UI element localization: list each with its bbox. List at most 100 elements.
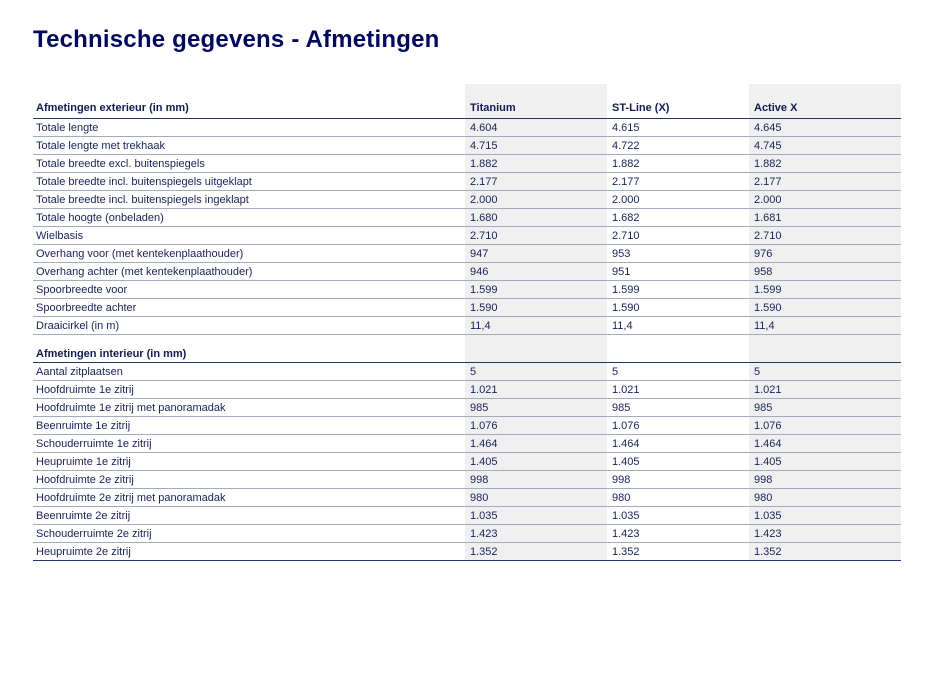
- spacer-cell: [749, 334, 901, 345]
- row-value: 1.464: [465, 434, 607, 453]
- row-value: 1.882: [749, 154, 901, 173]
- row-value: 4.645: [749, 118, 901, 137]
- table-row: Spoorbreedte achter 1.590 1.590 1.590: [33, 298, 901, 317]
- row-value: 1.021: [465, 380, 607, 399]
- row-label: Heupruimte 1e zitrij: [33, 452, 465, 471]
- page-title: Technische gegevens - Afmetingen: [33, 26, 440, 53]
- row-value: 1.035: [607, 506, 749, 525]
- column-header: ST-Line (X): [607, 84, 749, 119]
- row-label: Totale breedte incl. buitenspiegels inge…: [33, 190, 465, 209]
- table-row: Heupruimte 1e zitrij 1.405 1.405 1.405: [33, 452, 901, 471]
- row-value: 947: [465, 244, 607, 263]
- section-header-empty-cell: [749, 345, 901, 363]
- row-value: 5: [607, 362, 749, 381]
- row-label: Spoorbreedte achter: [33, 298, 465, 317]
- row-value: 1.590: [749, 298, 901, 317]
- table-row: Totale lengte met trekhaak 4.715 4.722 4.74…: [33, 136, 901, 155]
- spacer-cell: [465, 334, 607, 345]
- row-value: 980: [465, 488, 607, 507]
- row-value: 4.722: [607, 136, 749, 155]
- row-label: Aantal zitplaatsen: [33, 362, 465, 381]
- section-header-label: Afmetingen interieur (in mm): [33, 345, 465, 363]
- row-value: 1.076: [465, 416, 607, 435]
- section-spacer-row: [33, 334, 901, 346]
- row-value: 1.035: [465, 506, 607, 525]
- row-value: 1.021: [607, 380, 749, 399]
- row-label: Totale breedte excl. buitenspiegels: [33, 154, 465, 173]
- row-value: 2.177: [607, 172, 749, 191]
- row-label: Hoofdruimte 1e zitrij: [33, 380, 465, 399]
- row-label: Schouderruimte 1e zitrij: [33, 434, 465, 453]
- column-header: Titanium: [465, 84, 607, 119]
- table-row: Hoofdruimte 2e zitrij met panoramadak 980…: [33, 488, 901, 507]
- row-value: 980: [607, 488, 749, 507]
- row-label: Draaicirkel (in m): [33, 316, 465, 335]
- row-value: 1.599: [465, 280, 607, 299]
- row-value: 1.405: [607, 452, 749, 471]
- row-value: 985: [749, 398, 901, 417]
- table-row: Heupruimte 2e zitrij 1.352 1.352 1.352: [33, 542, 901, 561]
- row-value: 1.035: [749, 506, 901, 525]
- row-value: 2.177: [749, 172, 901, 191]
- specs-table: Afmetingen exterieur (in mm) Titanium ST-L…: [33, 84, 901, 561]
- table-row: Draaicirkel (in m) 11,4 11,4 11,4: [33, 316, 901, 335]
- row-value: 1.599: [607, 280, 749, 299]
- row-label: Hoofdruimte 2e zitrij: [33, 470, 465, 489]
- row-value: 1.464: [749, 434, 901, 453]
- row-value: 985: [607, 398, 749, 417]
- table-row: Totale breedte incl. buitenspiegels uitg…: [33, 172, 901, 191]
- row-value: 976: [749, 244, 901, 263]
- row-label: Overhang voor (met kentekenplaathouder): [33, 244, 465, 263]
- row-label: Spoorbreedte voor: [33, 280, 465, 299]
- row-value: 2.710: [607, 226, 749, 245]
- row-value: 1.590: [465, 298, 607, 317]
- row-label: Heupruimte 2e zitrij: [33, 542, 465, 561]
- row-label: Beenruimte 1e zitrij: [33, 416, 465, 435]
- table-row: Wielbasis 2.710 2.710 2.710: [33, 226, 901, 245]
- table-row: Aantal zitplaatsen 5 5 5: [33, 362, 901, 381]
- table-row: Schouderruimte 2e zitrij 1.423 1.423 1.423: [33, 524, 901, 543]
- row-label: Beenruimte 2e zitrij: [33, 506, 465, 525]
- row-value: 998: [749, 470, 901, 489]
- row-value: 980: [749, 488, 901, 507]
- row-label: Hoofdruimte 1e zitrij met panoramadak: [33, 398, 465, 417]
- row-label: Hoofdruimte 2e zitrij met panoramadak: [33, 488, 465, 507]
- row-value: 958: [749, 262, 901, 281]
- row-value: 1.599: [749, 280, 901, 299]
- row-value: 1.352: [749, 542, 901, 561]
- row-value: 4.745: [749, 136, 901, 155]
- row-label: Totale breedte incl. buitenspiegels uitg…: [33, 172, 465, 191]
- row-value: 5: [749, 362, 901, 381]
- spacer-cell: [33, 335, 465, 346]
- table-row: Schouderruimte 1e zitrij 1.464 1.464 1.464: [33, 434, 901, 453]
- row-value: 1.352: [465, 542, 607, 561]
- row-label: Totale hoogte (onbeladen): [33, 208, 465, 227]
- table-row: Overhang achter (met kentekenplaathouder…: [33, 262, 901, 281]
- row-value: 11,4: [607, 316, 749, 335]
- row-value: 998: [465, 470, 607, 489]
- table-row: Hoofdruimte 1e zitrij met panoramadak 985…: [33, 398, 901, 417]
- row-value: 1.423: [465, 524, 607, 543]
- table-row: Beenruimte 1e zitrij 1.076 1.076 1.076: [33, 416, 901, 435]
- row-value: 951: [607, 262, 749, 281]
- row-label: Totale lengte met trekhaak: [33, 136, 465, 155]
- row-value: 946: [465, 262, 607, 281]
- section-header-empty-cell: [607, 345, 749, 363]
- row-value: 1.076: [749, 416, 901, 435]
- row-value: 1.882: [465, 154, 607, 173]
- row-value: 4.615: [607, 118, 749, 137]
- row-value: 1.464: [607, 434, 749, 453]
- table-row: Totale lengte 4.604 4.615 4.645: [33, 118, 901, 137]
- row-value: 4.604: [465, 118, 607, 137]
- section-header-row: Afmetingen interieur (in mm): [33, 345, 901, 363]
- row-label: Schouderruimte 2e zitrij: [33, 524, 465, 543]
- table-row: Overhang voor (met kentekenplaathouder) 9…: [33, 244, 901, 263]
- section-header-row: Afmetingen exterieur (in mm) Titanium ST-L…: [33, 84, 901, 119]
- row-value: 1.423: [749, 524, 901, 543]
- row-value: 5: [465, 362, 607, 381]
- column-header: Active X: [749, 84, 901, 119]
- row-value: 1.423: [607, 524, 749, 543]
- table-row: Totale breedte incl. buitenspiegels inge…: [33, 190, 901, 209]
- row-value: 1.405: [749, 452, 901, 471]
